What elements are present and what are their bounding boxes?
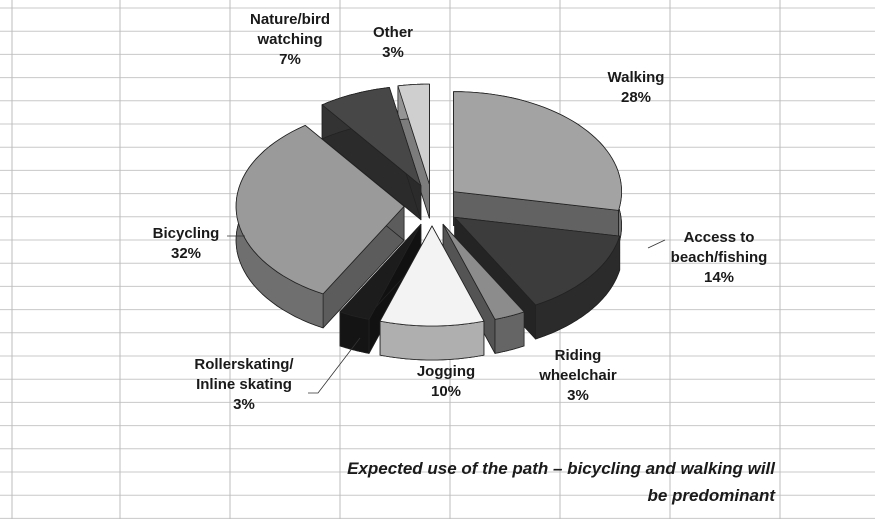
value-label: 7% <box>279 51 301 68</box>
pie-slice <box>454 216 621 340</box>
category-label: Rollerskating/ Inline skating <box>194 356 294 393</box>
value-label: 14% <box>703 269 735 286</box>
value-label: 32% <box>170 245 202 262</box>
slice-top <box>453 91 622 211</box>
pie-slice <box>442 223 525 354</box>
slice-top <box>454 216 621 306</box>
slice-top <box>321 87 422 187</box>
category-label: Walking <box>607 69 665 86</box>
slice-top <box>379 225 485 327</box>
pie-slice <box>397 83 430 219</box>
leader-line <box>308 337 361 394</box>
value-label: 3% <box>233 396 255 413</box>
slice-wall <box>379 320 485 361</box>
leader-line <box>647 239 666 249</box>
slice-top <box>397 83 430 185</box>
value-label: 28% <box>620 89 652 106</box>
slice-top <box>235 125 405 295</box>
pie-slice <box>235 125 405 329</box>
value-label: 3% <box>567 387 589 404</box>
value-label: 10% <box>430 383 462 400</box>
category-label: Other <box>372 24 414 41</box>
caption: Expected use of the path – bicycling and… <box>347 459 775 505</box>
value-label: 3% <box>382 44 404 61</box>
category-label: Riding wheelchair <box>539 347 617 384</box>
category-label: Nature/bird watching <box>249 11 331 48</box>
pie-slice <box>379 225 485 361</box>
slice-top <box>339 223 422 320</box>
category-label: Bicycling <box>152 225 220 242</box>
pie-slice <box>321 87 422 221</box>
category-label: Access to beach/fishing <box>670 229 768 266</box>
slice-top <box>442 223 525 320</box>
category-label: Jogging <box>416 363 476 380</box>
